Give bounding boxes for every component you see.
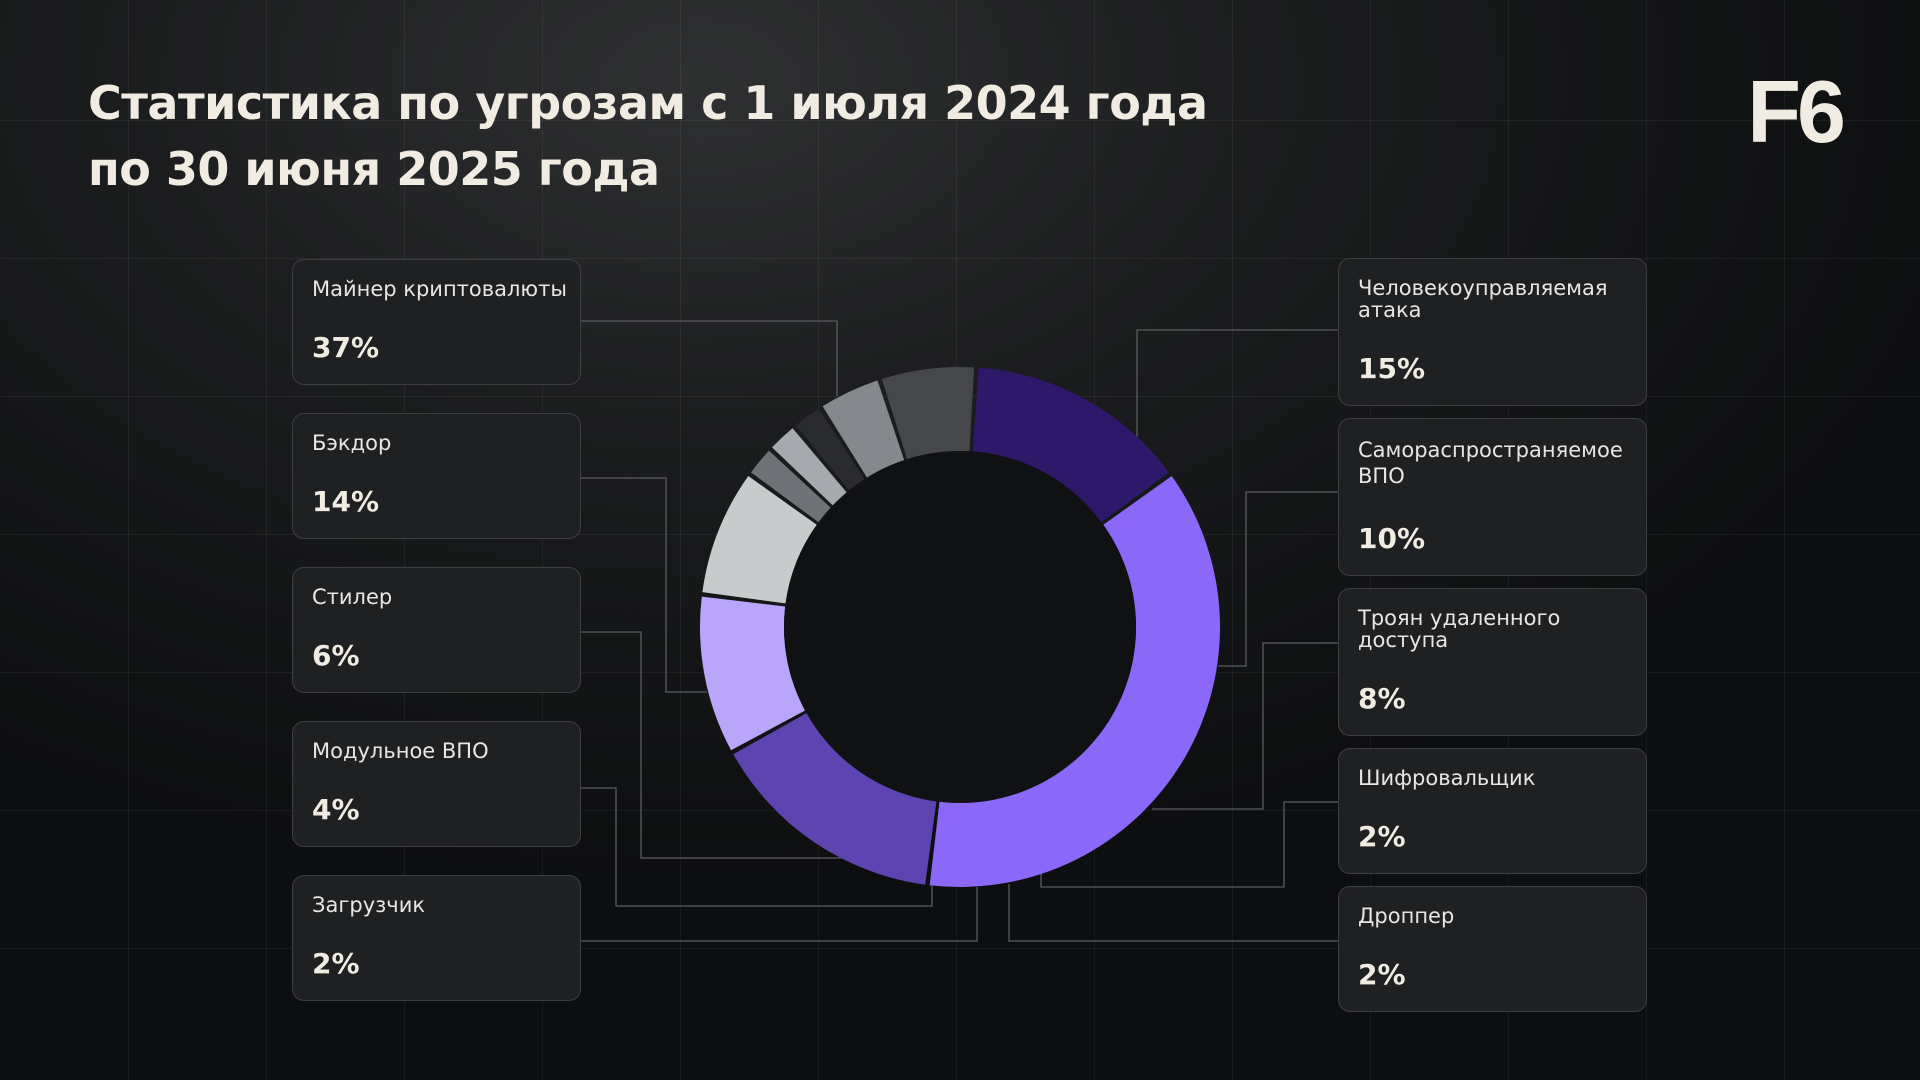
card-dropper: Дроппер 2% <box>1338 886 1647 1012</box>
card-value: 14% <box>312 485 380 518</box>
donut-slice-human <box>733 713 937 885</box>
card-label: Дроппер <box>1358 905 1628 927</box>
card-label: Загрузчик <box>312 894 562 916</box>
card-label: Модульное ВПО <box>312 740 562 762</box>
card-value: 10% <box>1358 522 1426 555</box>
card-label: Человекоуправляемая атака <box>1358 277 1628 321</box>
connector-loader <box>580 887 978 942</box>
card-label-line: Дроппер <box>1358 904 1455 928</box>
donut-slice-rat <box>702 476 817 604</box>
donut-slice-encryptor <box>750 450 831 523</box>
donut-slice-dropper <box>772 428 847 506</box>
card-label: Шифровальщик <box>1358 767 1628 789</box>
donut-slice-stealer <box>881 367 975 460</box>
card-value: 2% <box>1358 958 1406 991</box>
card-label-line: Стилер <box>312 585 393 609</box>
page-title: Статистика по угрозам с 1 июля 2024 года… <box>88 70 1288 202</box>
card-label-line: доступа <box>1358 628 1449 652</box>
card-label-line: Самораспространяемое <box>1358 438 1623 462</box>
card-selfprop: Самораспространяемое ВПО 10% <box>1338 418 1647 576</box>
card-label-line: ВПО <box>1358 464 1405 488</box>
card-label: Самораспространяемое ВПО <box>1358 437 1628 489</box>
card-value: 2% <box>312 947 360 980</box>
donut-hole <box>784 451 1136 803</box>
card-value: 4% <box>312 793 360 826</box>
page-title-line-2: по 30 июня 2025 года <box>88 142 660 196</box>
donut-slice-modular <box>822 380 905 478</box>
connector-selfprop <box>1218 491 1338 667</box>
card-label: Бэкдор <box>312 432 562 454</box>
card-miner: Майнер криптовалюты 37% <box>292 259 581 385</box>
connector-backdoor <box>580 477 707 693</box>
card-value: 6% <box>312 639 360 672</box>
donut-slice-selfprop <box>700 596 806 751</box>
card-label-line: Модульное ВПО <box>312 739 489 763</box>
connector-dropper <box>1008 884 1338 942</box>
card-label: Стилер <box>312 586 562 608</box>
card-label-line: Человекоуправляемая <box>1358 276 1608 300</box>
card-label: Майнер криптовалюты <box>312 277 567 301</box>
card-encryptor: Шифровальщик 2% <box>1338 748 1647 874</box>
card-modular: Модульное ВПО 4% <box>292 721 581 847</box>
card-label-line: Шифровальщик <box>1358 766 1536 790</box>
card-label-line: Майнер криптовалюты <box>312 277 567 301</box>
connector-modular <box>580 787 933 907</box>
donut-slices <box>700 367 1220 887</box>
connector-stealer <box>580 631 845 859</box>
card-label-line: Бэкдор <box>312 431 392 455</box>
card-backdoor: Бэкдор 14% <box>292 413 581 539</box>
connector-rat <box>1152 642 1338 810</box>
f6-logo: F6 <box>1747 62 1846 161</box>
card-stealer: Стилер 6% <box>292 567 581 693</box>
card-value: 37% <box>312 331 380 364</box>
card-label: Троян удаленного доступа <box>1358 607 1628 651</box>
card-human: Человекоуправляемая атака 15% <box>1338 258 1647 406</box>
donut-slice-loader <box>796 408 865 491</box>
card-loader: Загрузчик 2% <box>292 875 581 1001</box>
donut-slice-miner <box>929 476 1220 887</box>
card-value: 2% <box>1358 820 1406 853</box>
card-rat: Троян удаленного доступа 8% <box>1338 588 1647 736</box>
connector-miner <box>580 320 838 396</box>
card-label-line: Троян удаленного <box>1358 606 1561 630</box>
card-label-line: атака <box>1358 298 1422 322</box>
connector-human <box>1136 329 1338 437</box>
page-title-line-1: Статистика по угрозам с 1 июля 2024 года <box>88 76 1208 130</box>
connector-encryptor <box>1040 801 1338 888</box>
card-value: 15% <box>1358 352 1426 385</box>
donut-slice-backdoor <box>972 367 1170 523</box>
card-label-line: Загрузчик <box>312 893 426 917</box>
card-value: 8% <box>1358 682 1406 715</box>
